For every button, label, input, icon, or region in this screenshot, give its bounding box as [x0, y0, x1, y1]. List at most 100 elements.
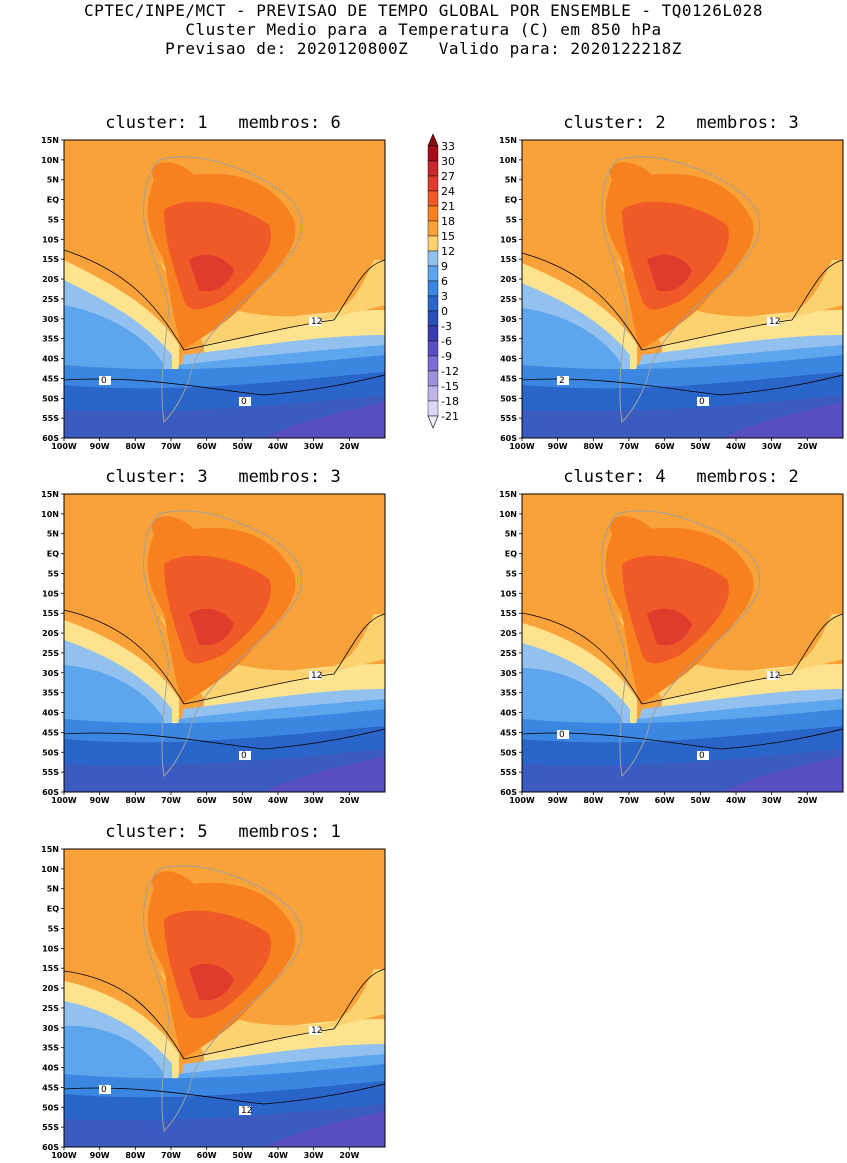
contour-label-bg	[309, 1026, 321, 1035]
lon-label: 100W	[509, 796, 535, 805]
contour-label: 0	[241, 751, 247, 761]
temp-band-neg9-neg6	[264, 402, 385, 438]
colorbar-swatch	[427, 370, 439, 387]
temp-zone-24-27	[647, 254, 692, 292]
lon-label: 40W	[726, 796, 746, 805]
lon-label: 30W	[304, 796, 324, 805]
map-panel-1: 12 0 0 15N 10N 5N EQ 5S 10S 15S 20S 25S 30S 35S 40S 45S…	[30, 136, 390, 454]
lat-label: 30S	[42, 1024, 59, 1033]
lon-label: 70W	[619, 442, 639, 451]
colorbar-label: 33	[441, 140, 455, 153]
lon-label: 40W	[268, 796, 288, 805]
map-panel-4: 12 0 0 15N 10N 5N EQ 5S 10S 15S 20S 25S 30S 35S 40S 45S…	[488, 490, 847, 808]
lat-label: 15S	[42, 255, 59, 264]
lat-label: 45S	[500, 728, 517, 737]
contour-label-bg	[309, 671, 321, 680]
colorbar-swatch	[427, 235, 439, 252]
contour-label: 0	[699, 751, 705, 761]
lon-label: 100W	[51, 442, 77, 451]
temp-band-neg9-neg6	[722, 402, 843, 438]
colorbar-swatch	[427, 265, 439, 282]
lat-label: 30S	[42, 669, 59, 678]
lat-label: EQ	[505, 196, 517, 205]
isotherm-0	[521, 728, 844, 750]
contour-label: 2	[559, 376, 565, 386]
colorbar-swatch	[427, 310, 439, 327]
lat-label: 35S	[42, 1044, 59, 1053]
lat-label: 15N	[499, 136, 517, 145]
lat-label: 10N	[499, 156, 517, 165]
coastline	[143, 156, 303, 424]
lat-label: 10S	[42, 944, 59, 953]
temp-zone-24-27	[189, 254, 234, 292]
lat-label: 10S	[42, 589, 59, 598]
lon-label: 100W	[51, 796, 77, 805]
lat-label: 60S	[500, 788, 517, 797]
coastline	[601, 510, 761, 778]
lon-label: 80W	[583, 796, 603, 805]
temp-band-neg9-neg6	[264, 1111, 385, 1147]
temp-zone-21-24	[164, 201, 271, 310]
lat-label: 10S	[500, 589, 517, 598]
header-subtitle: Cluster Medio para a Temperatura (C) em …	[185, 20, 662, 39]
lat-label: 15N	[499, 490, 517, 499]
lon-label: 70W	[619, 796, 639, 805]
isotherm-12	[63, 609, 386, 705]
lon-label: 80W	[125, 796, 145, 805]
contour-label-bg	[99, 1085, 111, 1094]
lat-label: 20S	[42, 275, 59, 284]
lat-label: 25S	[42, 649, 59, 658]
colorbar-bottom-arrow	[427, 415, 439, 429]
contour-label: 0	[559, 730, 565, 740]
lat-label: 60S	[42, 434, 59, 443]
lat-label: 30S	[500, 669, 517, 678]
lon-label: 20W	[797, 796, 817, 805]
lon-label: 50W	[232, 796, 252, 805]
lat-label: 25S	[42, 295, 59, 304]
temp-band-neg9-neg6	[722, 756, 843, 792]
lat-label: 15S	[500, 609, 517, 618]
lat-label: 5N	[47, 885, 59, 894]
lon-label: 40W	[268, 442, 288, 451]
lat-label: 15N	[41, 845, 59, 854]
map-plot-area: 12 12 0 15N 10N 5N EQ 5S 10S 15S 20S 25S 30S 35S 40S 45…	[41, 845, 386, 1160]
header-title: CPTEC/INPE/MCT - PREVISAO DE TEMPO GLOBA…	[84, 1, 763, 20]
lat-label: 10N	[41, 510, 59, 519]
lon-label: 70W	[161, 442, 181, 451]
lon-label: 40W	[726, 442, 746, 451]
lon-label: 60W	[197, 1151, 217, 1160]
colorbar-label: 12	[441, 245, 455, 258]
lon-label: 70W	[161, 796, 181, 805]
lon-label: 50W	[232, 1151, 252, 1160]
lat-label: 40S	[500, 709, 517, 718]
colorbar-label: 6	[441, 275, 448, 288]
colorbar-top-arrow	[427, 133, 439, 147]
colorbar-swatch	[427, 400, 439, 417]
panel-2-title: cluster: 2 membros: 3	[563, 113, 799, 133]
map-plot-area: 12 0 15N 10N 5N EQ 5S 10S 15S 20S 25S 30S 35S 40S 45S 5…	[41, 490, 386, 805]
lon-label: 90W	[90, 796, 110, 805]
colorbar-label: -6	[441, 335, 452, 348]
isotherm-12	[521, 612, 844, 705]
lat-label: 25S	[500, 649, 517, 658]
lat-label: 15S	[42, 964, 59, 973]
lat-label: 20S	[42, 629, 59, 638]
map-frame	[63, 848, 386, 1148]
contour-label: 12	[241, 1106, 252, 1116]
lon-label: 90W	[548, 442, 568, 451]
isotherm-12	[521, 252, 844, 351]
map-frame	[521, 493, 844, 793]
map-frame	[63, 493, 386, 793]
lon-label: 50W	[690, 796, 710, 805]
contour-label: 0	[241, 397, 247, 407]
lon-label: 90W	[90, 442, 110, 451]
colorbar-label: 27	[441, 170, 455, 183]
lon-label: 80W	[583, 442, 603, 451]
contour-label-bg	[239, 397, 251, 406]
lat-label: 40S	[42, 355, 59, 364]
lat-label: 15S	[42, 609, 59, 618]
lat-label: 5N	[505, 176, 517, 185]
lat-label: 25S	[42, 1004, 59, 1013]
lat-label: 5S	[506, 569, 518, 578]
map-panel-5: 12 12 0 15N 10N 5N EQ 5S 10S 15S 20S 25S 30S 35S 40S 45…	[30, 845, 390, 1163]
